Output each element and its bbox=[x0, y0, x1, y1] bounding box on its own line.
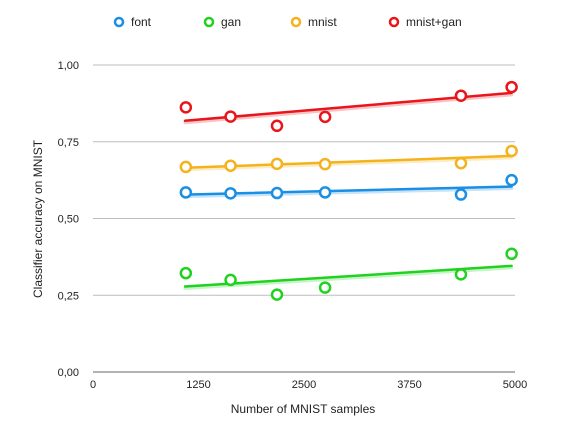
x-axis-title: Number of MNIST samples bbox=[231, 402, 376, 416]
legend-marker bbox=[203, 16, 215, 28]
y-tick-label: 0,50 bbox=[58, 214, 79, 226]
data-point bbox=[318, 157, 332, 171]
data-point bbox=[179, 186, 193, 199]
point-layer bbox=[179, 80, 518, 301]
x-tick-label: 2500 bbox=[292, 379, 316, 391]
grid-layer bbox=[93, 64, 515, 373]
data-point bbox=[270, 288, 284, 301]
data-point bbox=[505, 247, 518, 261]
data-point bbox=[224, 187, 237, 200]
trendline bbox=[183, 185, 513, 196]
legend-label: font bbox=[131, 15, 152, 29]
legend-label: gan bbox=[221, 15, 241, 29]
data-point bbox=[224, 159, 237, 172]
legend-label: mnist bbox=[308, 15, 337, 29]
legend-marker bbox=[113, 16, 125, 28]
trendline bbox=[183, 264, 513, 288]
data-point bbox=[454, 89, 468, 102]
y-tick-label: 1,00 bbox=[58, 60, 79, 72]
data-point bbox=[270, 186, 284, 200]
data-point bbox=[224, 273, 237, 287]
legend-marker bbox=[290, 16, 302, 28]
data-point bbox=[270, 157, 284, 171]
x-tick-label: 1250 bbox=[186, 379, 210, 391]
data-point bbox=[179, 266, 193, 280]
data-point bbox=[505, 144, 518, 158]
y-axis-title: Classifier accuracy on MNIST bbox=[31, 139, 45, 298]
data-point bbox=[179, 101, 193, 114]
legend: font gan mnist mnist+gan bbox=[113, 15, 462, 29]
y-tick-label: 0,75 bbox=[58, 137, 79, 149]
y-tick-label: 0,25 bbox=[58, 290, 79, 302]
data-point bbox=[454, 156, 468, 170]
x-tick-label: 3750 bbox=[397, 379, 421, 391]
data-point bbox=[179, 160, 193, 174]
x-tick-label: 5000 bbox=[503, 379, 527, 391]
data-point bbox=[318, 281, 332, 294]
data-point bbox=[224, 110, 237, 123]
data-point bbox=[505, 80, 518, 94]
trendline bbox=[183, 154, 513, 170]
data-point bbox=[505, 173, 518, 187]
data-point bbox=[318, 110, 332, 124]
tick-layer: 0,00 0,25 0,50 0,75 1,00 0 1250 2500 3750 5000 bbox=[58, 60, 528, 391]
data-point bbox=[454, 268, 468, 281]
x-tick-label: 0 bbox=[90, 379, 96, 391]
legend-label: mnist+gan bbox=[406, 15, 462, 29]
data-point bbox=[318, 186, 332, 199]
data-point bbox=[270, 119, 284, 133]
data-point bbox=[454, 188, 468, 201]
legend-marker bbox=[388, 16, 400, 28]
y-tick-label: 0,00 bbox=[58, 367, 79, 379]
